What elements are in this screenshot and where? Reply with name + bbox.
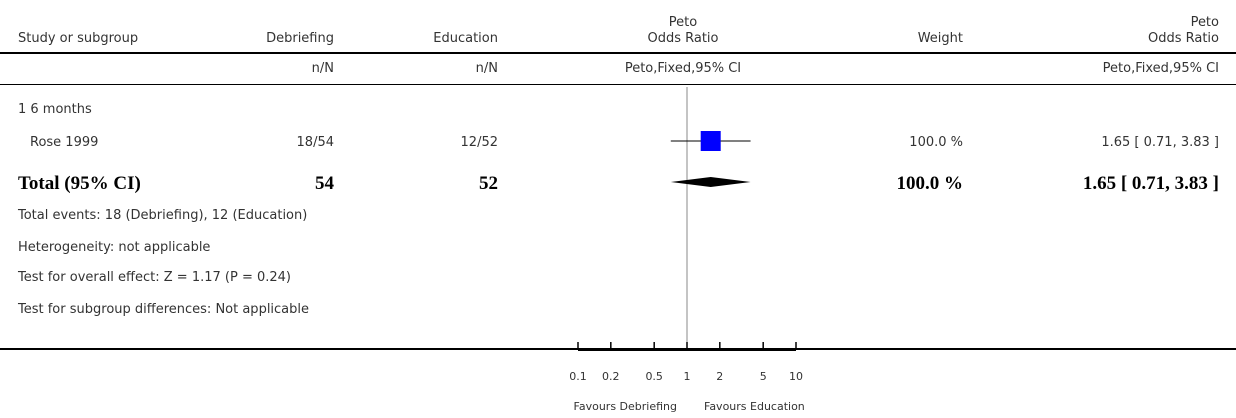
total-weight: 100.0 % xyxy=(896,173,964,194)
header-group1-sub: n/N xyxy=(311,61,334,76)
header-weight: Weight xyxy=(917,31,963,46)
footer-subgroup-differences: Test for subgroup differences: Not appli… xyxy=(18,302,310,317)
header-result-sub: Peto,Fixed,95% CI xyxy=(1102,61,1219,76)
x-tick-label: 5 xyxy=(760,370,767,383)
header-group2-sub: n/N xyxy=(475,61,498,76)
total-label: Total (95% CI) xyxy=(18,173,141,194)
header-group1: Debriefing xyxy=(266,31,334,46)
x-tick-label: 10 xyxy=(789,370,803,383)
footer-heterogeneity: Heterogeneity: not applicable xyxy=(18,240,211,255)
footer-events: Total events: 18 (Debriefing), 12 (Educa… xyxy=(18,208,308,223)
header-rule xyxy=(0,52,1236,54)
footer-overall-effect: Test for overall effect: Z = 1.17 (P = 0… xyxy=(18,270,291,285)
total-group1: 54 xyxy=(315,173,334,194)
study-marker xyxy=(700,131,721,151)
header-plot-title-line1: Peto xyxy=(668,15,698,30)
header-plot-sub: Peto,Fixed,95% CI xyxy=(624,61,742,76)
total-group2: 52 xyxy=(479,173,498,194)
study-ci-text: 1.65 [ 0.71, 3.83 ] xyxy=(1101,135,1219,150)
study-weight: 100.0 % xyxy=(909,135,963,150)
total-ci-text: 1.65 [ 0.71, 3.83 ] xyxy=(1082,173,1219,194)
favours-left-label: Favours Debriefing xyxy=(573,400,677,413)
x-tick-label: 0.1 xyxy=(569,370,587,383)
favours-right-label: Favours Education xyxy=(704,400,805,413)
subgroup-label: 1 6 months xyxy=(18,102,92,117)
study-name: Rose 1999 xyxy=(30,135,99,150)
header-result-title-line1: Peto xyxy=(1190,15,1219,30)
pooled-diamond xyxy=(670,177,751,187)
subheader-rule xyxy=(0,84,1236,85)
x-tick-label: 2 xyxy=(716,370,723,383)
study-group2: 12/52 xyxy=(460,135,498,150)
header-group2: Education xyxy=(433,31,498,46)
x-tick-label: 0.5 xyxy=(645,370,663,383)
header-result-title-line2: Odds Ratio xyxy=(1147,31,1219,46)
header-study-or-subgroup: Study or subgroup xyxy=(18,31,139,46)
study-group1: 18/54 xyxy=(296,135,334,150)
header-plot-title-line2: Odds Ratio xyxy=(647,31,719,46)
x-tick-label: 0.2 xyxy=(602,370,620,383)
x-tick-label: 1 xyxy=(684,370,691,383)
